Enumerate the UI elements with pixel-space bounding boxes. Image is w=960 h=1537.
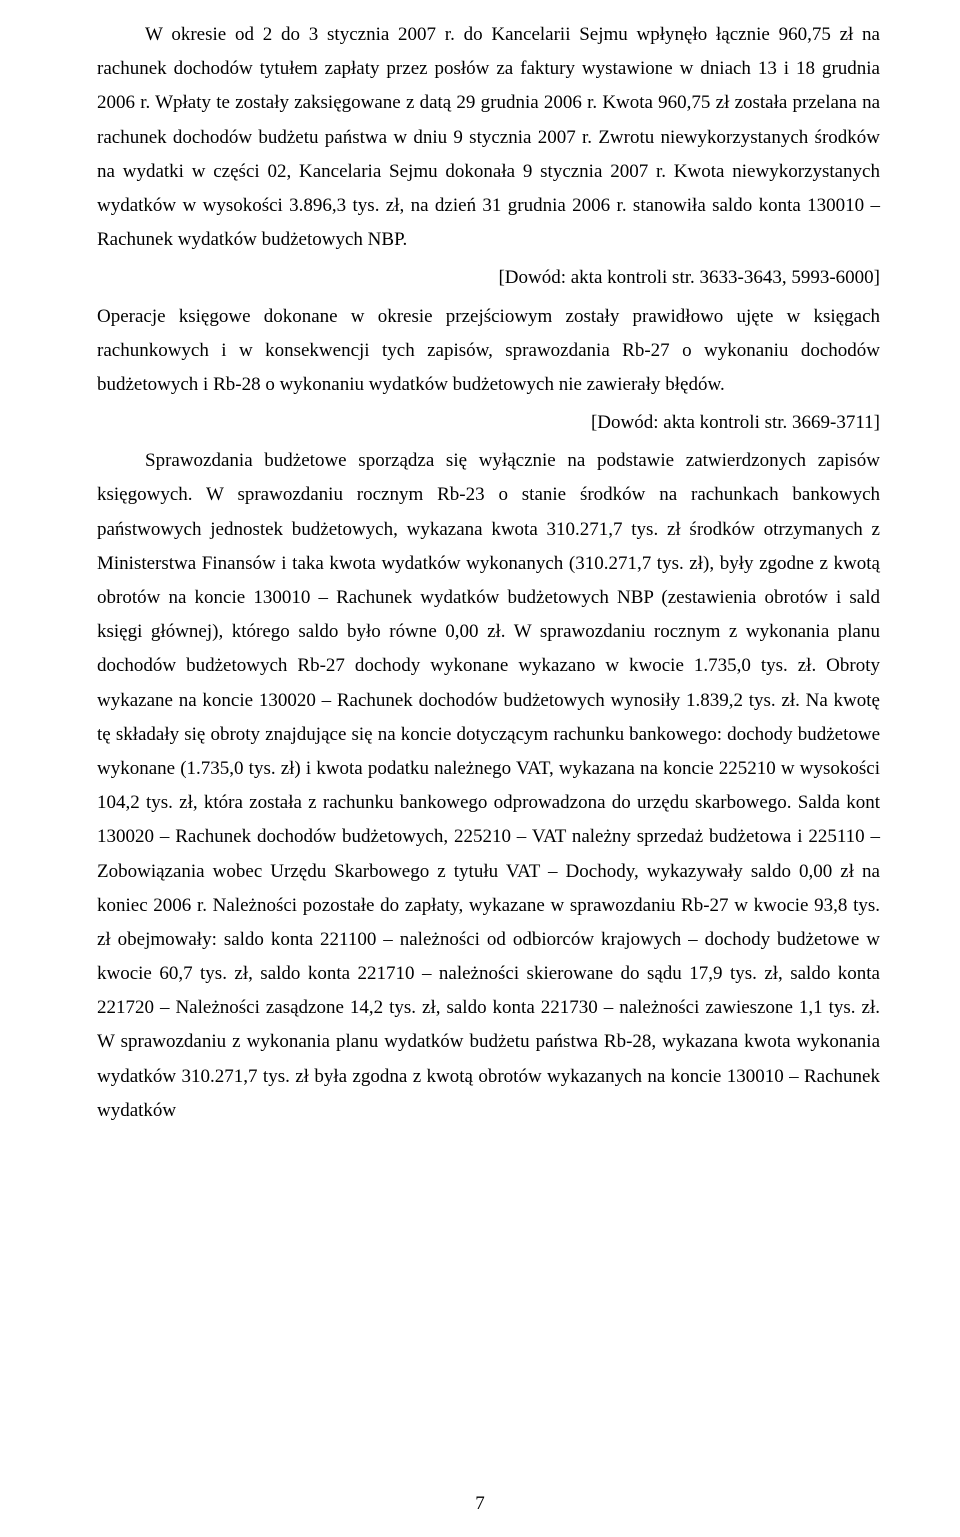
document-page: W okresie od 2 do 3 stycznia 2007 r. do … — [0, 0, 960, 1537]
paragraph-3: Sprawozdania budżetowe sporządza się wył… — [97, 444, 880, 1128]
page-number: 7 — [0, 1487, 960, 1521]
paragraph-1: W okresie od 2 do 3 stycznia 2007 r. do … — [97, 18, 880, 257]
reference-1: [Dowód: akta kontroli str. 3633-3643, 59… — [97, 261, 880, 295]
reference-2: [Dowód: akta kontroli str. 3669-3711] — [97, 406, 880, 440]
paragraph-2: Operacje księgowe dokonane w okresie prz… — [97, 300, 880, 403]
